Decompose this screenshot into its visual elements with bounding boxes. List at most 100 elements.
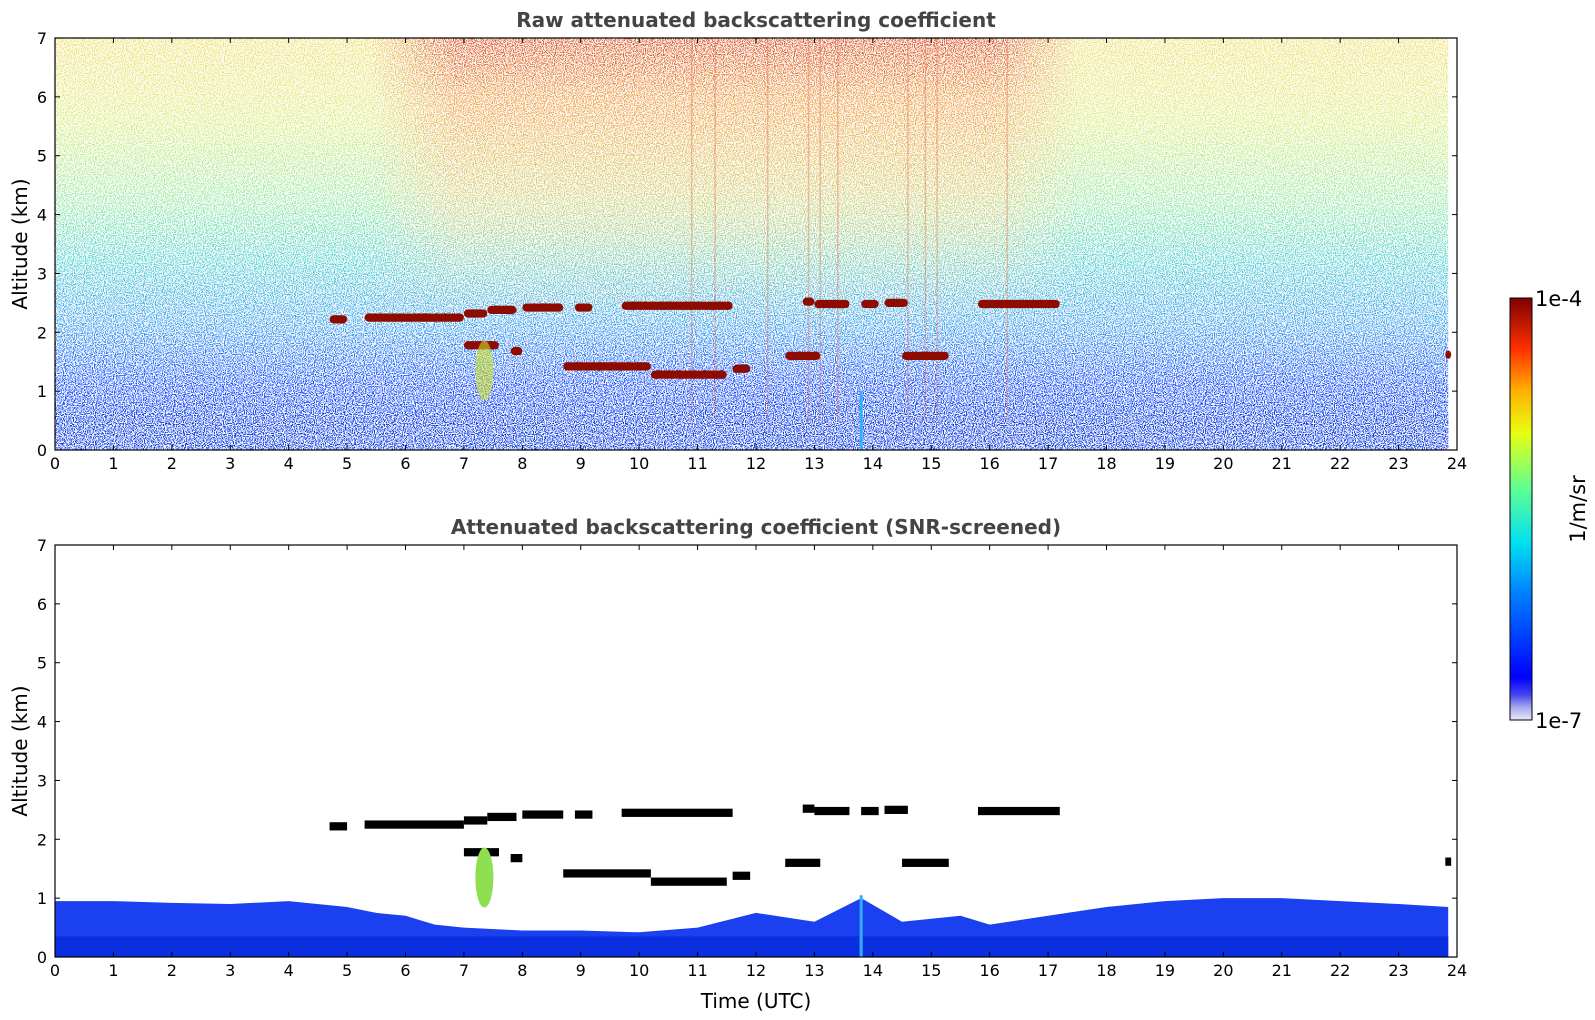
screened-cloud-layer	[463, 816, 488, 825]
y-tick-label: 6	[37, 595, 47, 614]
raw-y-axis-label: Altitude (km)	[8, 178, 32, 309]
screened-heatmap	[55, 804, 1452, 957]
colorbar-gradient	[1509, 297, 1533, 721]
screened-cloud-layer	[861, 806, 879, 816]
x-tick-label: 14	[863, 961, 883, 980]
x-tick-label: 12	[746, 454, 766, 473]
aerosol-plume	[475, 340, 494, 401]
screened-cloud-layer	[522, 810, 564, 819]
x-tick-label: 7	[459, 454, 469, 473]
colorbar-min-label: 1e-7	[1535, 709, 1582, 733]
x-tick-label: 20	[1213, 961, 1233, 980]
x-tick-label: 24	[1447, 454, 1467, 473]
y-tick-label: 0	[37, 441, 47, 460]
cloud-layer	[563, 362, 651, 371]
x-tick-label: 15	[921, 961, 941, 980]
y-tick-label: 4	[37, 713, 47, 732]
x-tick-label: 9	[576, 454, 586, 473]
x-tick-label: 13	[804, 454, 824, 473]
y-tick-label: 1	[37, 889, 47, 908]
cloud-layer	[650, 370, 727, 379]
cloud-layer	[902, 351, 949, 360]
screened-cloud-layer	[732, 871, 751, 880]
screened-cloud-layer	[563, 869, 651, 878]
colorbar: 1e-4 1e-7 1/m/sr	[1509, 287, 1590, 733]
x-tick-label: 19	[1155, 454, 1175, 473]
x-tick-label: 2	[167, 961, 177, 980]
cloud-layer	[814, 299, 850, 309]
cloud-layer	[861, 299, 879, 309]
x-tick-label: 6	[400, 454, 410, 473]
screened-plot-frame	[54, 544, 1458, 958]
cloud-layer	[621, 301, 733, 310]
cloud-layer	[510, 347, 523, 356]
screened-cloud-layer	[364, 820, 464, 829]
colorbar-max-label: 1e-4	[1535, 287, 1582, 311]
y-tick-label: 2	[37, 323, 47, 342]
y-tick-label: 0	[37, 948, 47, 967]
cloud-layer	[802, 297, 815, 306]
x-tick-label: 24	[1447, 961, 1467, 980]
surface-band	[55, 936, 1449, 957]
screened-cloud-layer	[977, 806, 1060, 816]
x-tick-label: 0	[50, 454, 60, 473]
x-tick-label: 4	[284, 961, 294, 980]
x-tick-label: 1	[108, 961, 118, 980]
x-tick-label: 4	[284, 454, 294, 473]
x-tick-label: 2	[167, 454, 177, 473]
x-axis-label: Time (UTC)	[700, 989, 812, 1013]
y-tick-label: 2	[37, 830, 47, 849]
y-tick-label: 3	[37, 771, 47, 790]
screened-backscatter-panel: Attenuated backscattering coefficient (S…	[8, 515, 1467, 1013]
screened-cloud-layer	[621, 808, 733, 817]
screened-cloud-layer	[574, 810, 593, 819]
cloud-layer	[884, 298, 908, 307]
screened-cloud-layer	[1445, 857, 1452, 866]
x-tick-label: 8	[517, 454, 527, 473]
x-tick-label: 3	[225, 454, 235, 473]
x-tick-label: 20	[1213, 454, 1233, 473]
x-tick-label: 8	[517, 961, 527, 980]
x-tick-label: 22	[1330, 961, 1350, 980]
x-tick-label: 7	[459, 961, 469, 980]
colorbar-unit-label: 1/m/sr	[1566, 475, 1590, 543]
cloud-layer	[732, 364, 751, 373]
x-tick-label: 15	[921, 454, 941, 473]
x-tick-label: 11	[687, 454, 707, 473]
x-tick-label: 3	[225, 961, 235, 980]
cloud-layer	[977, 299, 1060, 309]
raw-axes-ticks: 0 1 2 3 4 5 6 7 8 9 10 11 12 13 14 15 16 17 18 19 20 21 22 23 24…	[37, 29, 1467, 473]
x-tick-label: 5	[342, 961, 352, 980]
raw-heatmap	[55, 38, 1452, 450]
y-tick-label: 1	[37, 382, 47, 401]
cloud-layer	[1445, 350, 1452, 359]
raw-noise-speckle	[55, 38, 1449, 450]
x-tick-label: 13	[804, 961, 824, 980]
screened-cloud-layer	[329, 822, 348, 831]
screened-axes-ticks: 0 1 2 3 4 5 6 7 8 9 10 11 12 13 14 15 16 17 18 19 20 21 22 23 24…	[37, 536, 1467, 980]
x-tick-label: 21	[1272, 454, 1292, 473]
screened-cloud-layer	[650, 877, 727, 886]
screened-panel-title: Attenuated backscattering coefficient (S…	[451, 515, 1061, 539]
x-tick-label: 10	[629, 454, 649, 473]
screened-aerosol-plume	[475, 847, 494, 908]
x-tick-label: 6	[400, 961, 410, 980]
cloud-layer	[522, 303, 564, 312]
x-tick-label: 23	[1388, 454, 1408, 473]
y-tick-label: 5	[37, 654, 47, 673]
cloud-layer	[463, 309, 488, 318]
y-tick-label: 3	[37, 264, 47, 283]
x-tick-label: 21	[1272, 961, 1292, 980]
x-tick-label: 18	[1096, 961, 1116, 980]
x-tick-label: 18	[1096, 454, 1116, 473]
cloud-layer	[364, 313, 464, 322]
x-tick-label: 10	[629, 961, 649, 980]
screened-cloud-layer	[802, 804, 815, 813]
screened-cloud-layer	[884, 805, 908, 814]
x-tick-label: 9	[576, 961, 586, 980]
x-tick-label: 11	[687, 961, 707, 980]
raw-backscatter-panel: Raw attenuated backscattering coefficien…	[8, 8, 1467, 473]
y-tick-label: 5	[37, 147, 47, 166]
x-tick-label: 14	[863, 454, 883, 473]
